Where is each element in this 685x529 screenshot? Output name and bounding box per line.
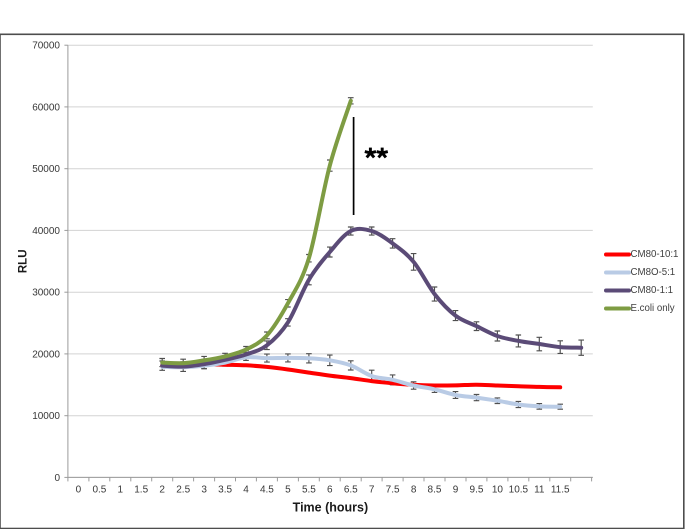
svg-text:11: 11 (534, 485, 545, 496)
svg-text:10: 10 (492, 485, 504, 496)
svg-text:5.5: 5.5 (302, 485, 316, 496)
svg-text:7: 7 (369, 485, 375, 496)
svg-text:7.5: 7.5 (386, 485, 400, 496)
svg-text:6: 6 (327, 485, 333, 496)
svg-text:1: 1 (118, 485, 124, 496)
svg-text:E.coli only: E.coli only (631, 303, 675, 314)
svg-text:20000: 20000 (32, 349, 60, 360)
svg-text:60000: 60000 (32, 102, 60, 113)
svg-text:0: 0 (76, 485, 82, 496)
svg-text:CM80-10:1: CM80-10:1 (631, 249, 679, 260)
svg-text:2.5: 2.5 (176, 485, 190, 496)
svg-text:3: 3 (201, 485, 207, 496)
svg-text:3.5: 3.5 (218, 485, 232, 496)
svg-text:40000: 40000 (32, 226, 60, 237)
svg-text:8: 8 (411, 485, 417, 496)
svg-text:2: 2 (159, 485, 165, 496)
svg-text:6.5: 6.5 (344, 485, 358, 496)
svg-text:70000: 70000 (32, 41, 60, 52)
svg-text:30000: 30000 (32, 288, 60, 299)
svg-text:11.5: 11.5 (551, 485, 570, 496)
svg-text:0: 0 (54, 473, 60, 484)
svg-text:9: 9 (453, 485, 459, 496)
svg-text:1.5: 1.5 (134, 485, 148, 496)
svg-text:10.5: 10.5 (509, 485, 529, 496)
svg-text:RLU: RLU (18, 249, 30, 273)
svg-text:0.5: 0.5 (92, 485, 106, 496)
svg-text:10000: 10000 (32, 411, 60, 422)
svg-text:50000: 50000 (32, 164, 60, 175)
svg-text:CM80-1:1: CM80-1:1 (631, 285, 674, 296)
svg-text:9.5: 9.5 (470, 485, 484, 496)
svg-text:8.5: 8.5 (428, 485, 442, 496)
svg-text:CM8O-5:1: CM8O-5:1 (631, 267, 676, 278)
svg-text:4.5: 4.5 (260, 485, 274, 496)
svg-text:Time (hours): Time (hours) (293, 501, 368, 515)
svg-text:4: 4 (243, 485, 249, 496)
svg-text:5: 5 (285, 485, 291, 496)
